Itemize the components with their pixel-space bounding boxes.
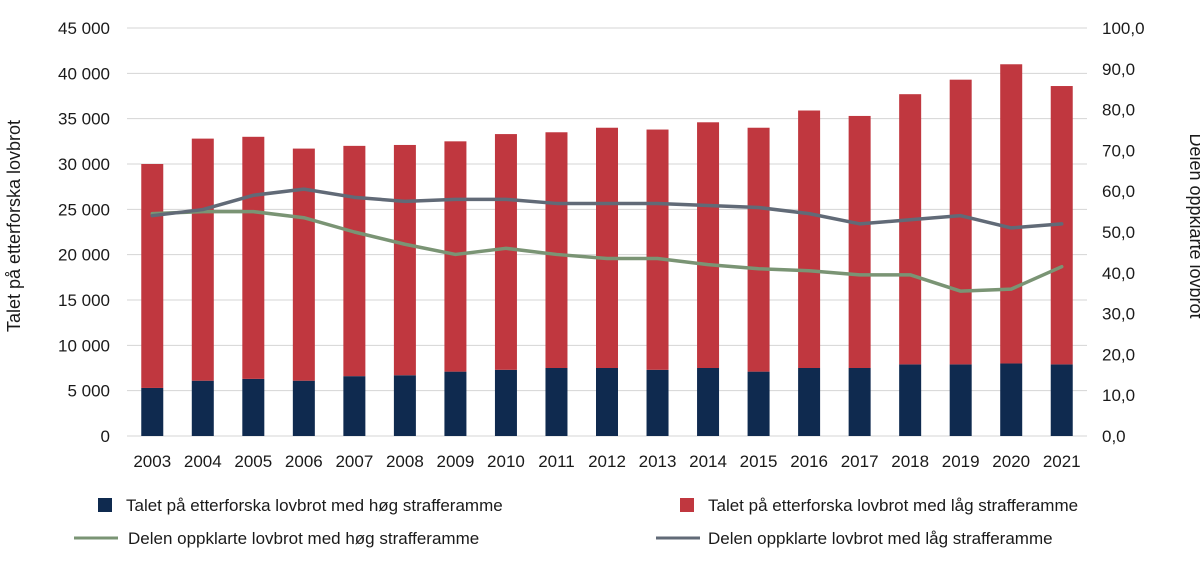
bar-high-strafferamme [191, 380, 214, 436]
right-tick-label: 90,0 [1102, 60, 1135, 79]
x-tick-label: 2007 [335, 452, 373, 471]
legend-item-high-bar: Talet på etterforska lovbrot med høg str… [98, 496, 503, 515]
x-axis-ticks: 2003 2004 2005 2006 2007 2008 2009 2010 2011 2012… [133, 452, 1080, 471]
bar-low-strafferamme [343, 145, 366, 377]
left-tick-label: 20 000 [58, 246, 110, 265]
x-tick-label: 2017 [841, 452, 879, 471]
left-tick-label: 35 000 [58, 110, 110, 129]
bar-low-strafferamme [393, 144, 416, 376]
bars [141, 64, 1073, 436]
bar-high-strafferamme [1000, 363, 1023, 436]
right-axis-ticks: 0,0 10,0 20,0 30,0 40,0 50,0 60,0 70,0 80,0 90,0 1… [1102, 19, 1145, 446]
left-tick-label: 10 000 [58, 336, 110, 355]
x-tick-label: 2013 [639, 452, 677, 471]
bar-high-strafferamme [444, 371, 467, 436]
x-tick-label: 2006 [285, 452, 323, 471]
bar-high-strafferamme [1050, 364, 1073, 436]
bar-high-strafferamme [798, 368, 821, 436]
bar-low-strafferamme [444, 141, 467, 372]
x-tick-label: 2010 [487, 452, 525, 471]
x-tick-label: 2004 [184, 452, 222, 471]
x-tick-label: 2020 [992, 452, 1030, 471]
x-tick-label: 2021 [1043, 452, 1081, 471]
bar-high-strafferamme [343, 376, 366, 436]
right-tick-label: 100,0 [1102, 19, 1145, 38]
x-tick-label: 2018 [891, 452, 929, 471]
bar-high-strafferamme [899, 364, 922, 436]
right-tick-label: 40,0 [1102, 264, 1135, 283]
bar-low-strafferamme [292, 148, 315, 381]
left-tick-label: 30 000 [58, 155, 110, 174]
bar-high-strafferamme [949, 364, 972, 436]
x-tick-label: 2016 [790, 452, 828, 471]
bar-low-strafferamme [899, 94, 922, 365]
right-axis-title: Delen oppklarte lovbrot [1186, 133, 1200, 318]
bar-low-strafferamme [1000, 64, 1023, 364]
right-tick-label: 60,0 [1102, 182, 1135, 201]
right-tick-label: 70,0 [1102, 141, 1135, 160]
bar-low-strafferamme [798, 110, 821, 369]
right-tick-label: 0,0 [1102, 427, 1126, 446]
x-tick-label: 2015 [740, 452, 778, 471]
bar-high-strafferamme [494, 369, 517, 436]
bar-high-strafferamme [646, 369, 669, 436]
bar-high-strafferamme [242, 378, 265, 436]
line-high-strafferamme [150, 209, 1064, 293]
bar-high-strafferamme [393, 375, 416, 436]
bar-low-strafferamme [848, 115, 871, 369]
bar-low-strafferamme [596, 127, 618, 368]
legend-swatch-high-bar [98, 498, 112, 512]
bar-high-strafferamme [848, 368, 871, 436]
x-tick-label: 2008 [386, 452, 424, 471]
legend: Talet på etterforska lovbrot med høg str… [74, 496, 1078, 548]
legend-label-low-bar: Talet på etterforska lovbrot med låg str… [708, 496, 1078, 515]
x-tick-label: 2003 [133, 452, 171, 471]
bar-low-strafferamme [949, 79, 972, 365]
bar-low-strafferamme [242, 136, 265, 379]
left-tick-label: 45 000 [58, 19, 110, 38]
left-tick-label: 0 [101, 427, 110, 446]
left-axis-title: Talet på etterforska lovbrot [4, 120, 24, 332]
bar-low-strafferamme [494, 134, 517, 370]
right-tick-label: 80,0 [1102, 101, 1135, 120]
left-axis-ticks: 0 5 000 10 000 15 000 20 000 25 000 30 000 35 0… [58, 19, 110, 446]
x-tick-label: 2012 [588, 452, 626, 471]
right-tick-label: 20,0 [1102, 345, 1135, 364]
legend-label-high-line: Delen oppklarte lovbrot med høg straffer… [128, 529, 479, 548]
legend-item-low-line: Delen oppklarte lovbrot med låg straffer… [656, 529, 1053, 548]
legend-label-high-bar: Talet på etterforska lovbrot med høg str… [126, 496, 503, 515]
bar-high-strafferamme [292, 380, 315, 436]
left-tick-label: 40 000 [58, 64, 110, 83]
legend-item-low-bar: Talet på etterforska lovbrot med låg str… [680, 496, 1078, 515]
left-tick-label: 25 000 [58, 200, 110, 219]
bar-high-strafferamme [596, 368, 618, 436]
x-tick-label: 2011 [538, 452, 575, 471]
legend-label-low-line: Delen oppklarte lovbrot med låg straffer… [708, 529, 1053, 548]
line-low-strafferamme [150, 187, 1064, 230]
bar-low-strafferamme [697, 122, 720, 368]
bar-low-strafferamme [141, 164, 164, 388]
left-tick-label: 15 000 [58, 291, 110, 310]
right-tick-label: 10,0 [1102, 386, 1135, 405]
left-tick-label: 5 000 [67, 382, 110, 401]
bar-high-strafferamme [697, 368, 720, 436]
right-tick-label: 50,0 [1102, 223, 1135, 242]
x-tick-label: 2014 [689, 452, 727, 471]
legend-item-high-line: Delen oppklarte lovbrot med høg straffer… [74, 529, 479, 548]
legend-swatch-low-bar [680, 498, 694, 512]
bar-high-strafferamme [141, 387, 164, 436]
bar-low-strafferamme [191, 138, 214, 381]
bar-high-strafferamme [545, 368, 568, 436]
lines [150, 187, 1064, 293]
bar-low-strafferamme [545, 132, 568, 368]
x-tick-label: 2009 [437, 452, 475, 471]
bar-high-strafferamme [747, 371, 770, 436]
bar-low-strafferamme [747, 127, 770, 372]
x-tick-label: 2019 [942, 452, 980, 471]
bar-low-strafferamme [646, 129, 669, 370]
right-tick-label: 30,0 [1102, 305, 1135, 324]
x-tick-label: 2005 [234, 452, 272, 471]
